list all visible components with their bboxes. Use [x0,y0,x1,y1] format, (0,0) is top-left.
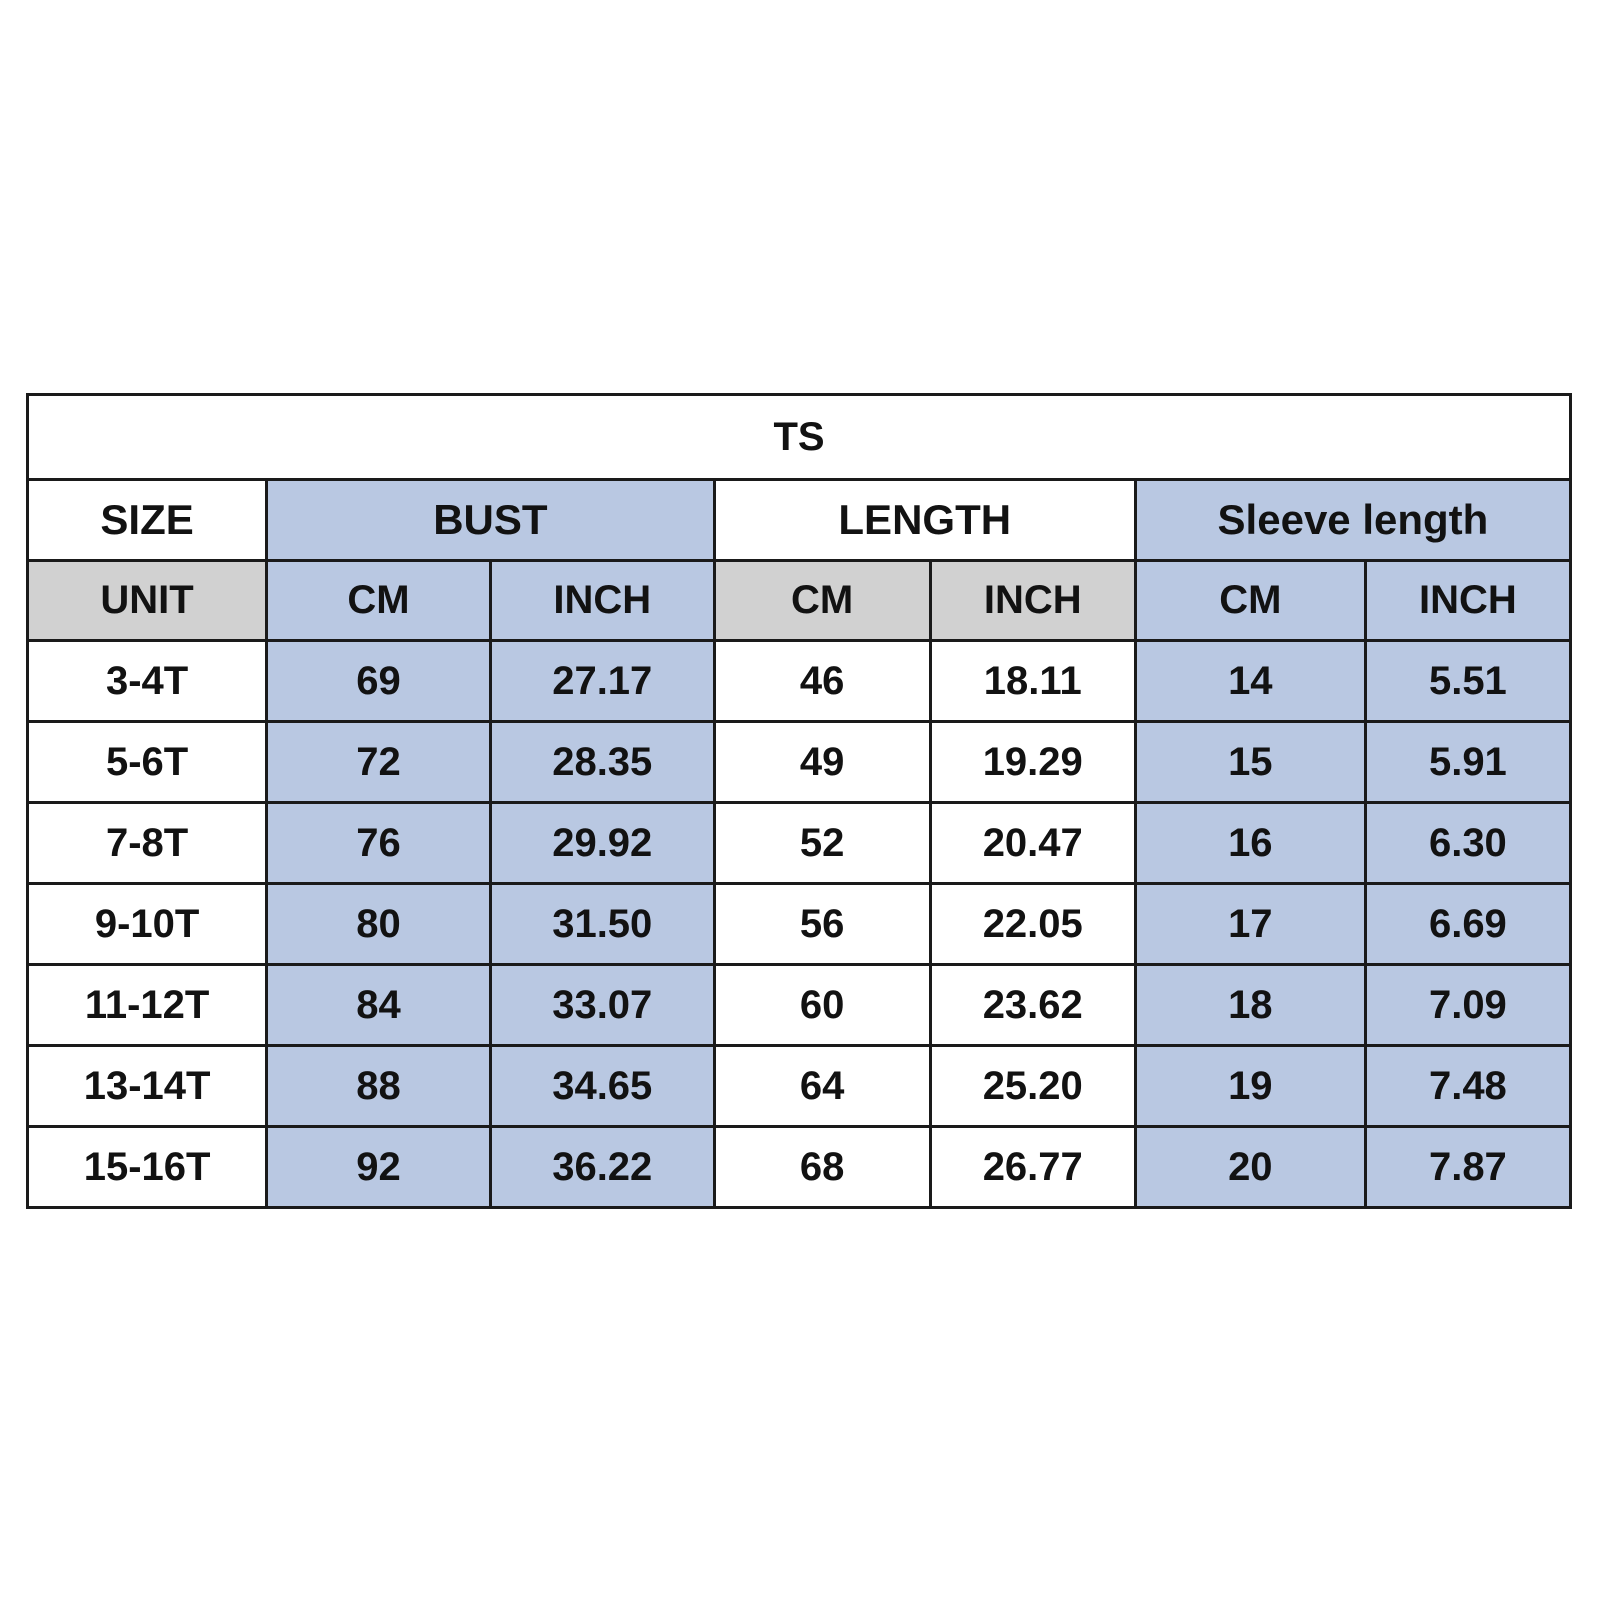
table-row: 11-12T 84 33.07 60 23.62 18 7.09 [25,963,1573,1047]
length-inch-cell: 25.20 [928,1044,1137,1128]
bust-inch-cell: 27.17 [488,639,716,723]
length-cm-cell: 46 [712,639,932,723]
bust-inch-cell: 33.07 [488,963,716,1047]
sleeve-inch-cell: 7.87 [1363,1125,1573,1209]
sleeve-cm-unit-cell: CM [1133,559,1367,642]
header-size: SIZE [25,478,269,562]
bust-inch-cell: 28.35 [488,720,716,804]
header-sleeve-length: Sleeve length [1133,478,1573,562]
bust-cm-cell: 92 [265,1125,492,1209]
bust-inch-cell: 36.22 [488,1125,716,1209]
length-cm-cell: 60 [712,963,932,1047]
length-cm-cell: 68 [712,1125,932,1209]
sleeve-cm-cell: 15 [1133,720,1367,804]
title-row: TS [26,393,1572,481]
sleeve-inch-cell: 7.48 [1363,1044,1573,1128]
length-inch-cell: 26.77 [928,1125,1137,1209]
sleeve-cm-cell: 19 [1133,1044,1367,1128]
bust-inch-cell: 31.50 [488,882,716,966]
sleeve-cm-cell: 16 [1133,801,1367,885]
bust-inch-cell: 29.92 [488,801,716,885]
length-cm-cell: 52 [712,801,932,885]
table-row: 5-6T 72 28.35 49 19.29 15 5.91 [25,720,1573,804]
size-cell: 3-4T [25,639,269,723]
length-cm-unit-cell: CM [712,559,932,642]
sleeve-cm-cell: 18 [1133,963,1367,1047]
bust-cm-cell: 72 [265,720,492,804]
length-inch-cell: 18.11 [928,639,1137,723]
size-cell: 11-12T [25,963,269,1047]
table-row: 7-8T 76 29.92 52 20.47 16 6.30 [25,801,1573,885]
header-bust: BUST [265,478,716,562]
length-inch-unit-cell: INCH [928,559,1137,642]
bust-cm-cell: 76 [265,801,492,885]
table-row: 13-14T 88 34.65 64 25.20 19 7.48 [25,1044,1573,1128]
bust-cm-cell: 88 [265,1044,492,1128]
sleeve-inch-cell: 7.09 [1363,963,1573,1047]
sleeve-cm-cell: 20 [1133,1125,1367,1209]
sleeve-inch-cell: 6.30 [1363,801,1573,885]
header-row: SIZE BUST LENGTH Sleeve length [25,478,1573,562]
unit-label-cell: UNIT [25,559,269,642]
sleeve-cm-cell: 17 [1133,882,1367,966]
bust-inch-unit-cell: INCH [488,559,716,642]
length-inch-cell: 20.47 [928,801,1137,885]
bust-inch-cell: 34.65 [488,1044,716,1128]
size-chart-table: TS SIZE BUST LENGTH Sleeve length UNIT C… [25,393,1573,1209]
size-cell: 9-10T [25,882,269,966]
size-cell: 7-8T [25,801,269,885]
bust-cm-cell: 69 [265,639,492,723]
bust-cm-cell: 80 [265,882,492,966]
header-length: LENGTH [712,478,1137,562]
length-cm-cell: 64 [712,1044,932,1128]
sleeve-inch-cell: 5.51 [1363,639,1573,723]
bust-cm-unit-cell: CM [265,559,492,642]
table-row: 9-10T 80 31.50 56 22.05 17 6.69 [25,882,1573,966]
table-title: TS [26,393,1572,481]
length-cm-cell: 56 [712,882,932,966]
size-cell: 5-6T [25,720,269,804]
length-cm-cell: 49 [712,720,932,804]
sleeve-inch-unit-cell: INCH [1363,559,1573,642]
bust-cm-cell: 84 [265,963,492,1047]
length-inch-cell: 23.62 [928,963,1137,1047]
length-inch-cell: 19.29 [928,720,1137,804]
table-row: 15-16T 92 36.22 68 26.77 20 7.87 [25,1125,1573,1209]
sleeve-cm-cell: 14 [1133,639,1367,723]
length-inch-cell: 22.05 [928,882,1137,966]
table-row: 3-4T 69 27.17 46 18.11 14 5.51 [25,639,1573,723]
sleeve-inch-cell: 5.91 [1363,720,1573,804]
size-cell: 15-16T [25,1125,269,1209]
unit-row: UNIT CM INCH CM INCH CM INCH [25,559,1573,642]
size-cell: 13-14T [25,1044,269,1128]
sleeve-inch-cell: 6.69 [1363,882,1573,966]
size-chart: TS SIZE BUST LENGTH Sleeve length UNIT C… [25,393,1573,1209]
